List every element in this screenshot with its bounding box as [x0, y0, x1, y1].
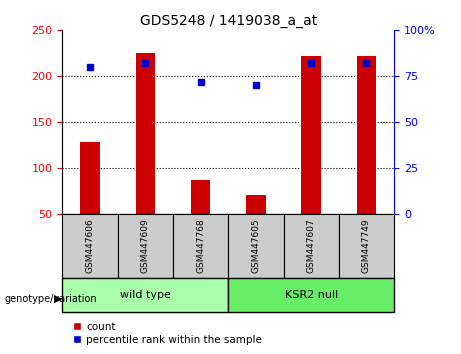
Text: KSR2 null: KSR2 null [284, 290, 338, 300]
Bar [62, 278, 228, 312]
Text: GSM447749: GSM447749 [362, 219, 371, 273]
Bar [228, 278, 394, 312]
Bar [191, 180, 210, 214]
Text: GSM447606: GSM447606 [85, 219, 95, 273]
Bar [301, 56, 321, 214]
Bar [173, 214, 228, 278]
Text: wild type: wild type [120, 290, 171, 300]
Bar [339, 214, 394, 278]
Text: ▶: ▶ [54, 294, 63, 304]
Text: GSM447609: GSM447609 [141, 219, 150, 273]
Bar [80, 142, 100, 214]
Text: GSM447607: GSM447607 [307, 219, 316, 273]
Text: GSM447768: GSM447768 [196, 219, 205, 273]
Title: GDS5248 / 1419038_a_at: GDS5248 / 1419038_a_at [140, 14, 317, 28]
Bar [284, 214, 339, 278]
Bar [357, 56, 376, 214]
Bar [136, 53, 155, 214]
Bar [62, 214, 118, 278]
Legend: count, percentile rank within the sample: count, percentile rank within the sample [67, 317, 266, 349]
Text: genotype/variation: genotype/variation [5, 294, 97, 304]
Bar [246, 195, 266, 214]
Text: GSM447605: GSM447605 [251, 219, 260, 273]
Bar [228, 214, 284, 278]
Bar [118, 214, 173, 278]
